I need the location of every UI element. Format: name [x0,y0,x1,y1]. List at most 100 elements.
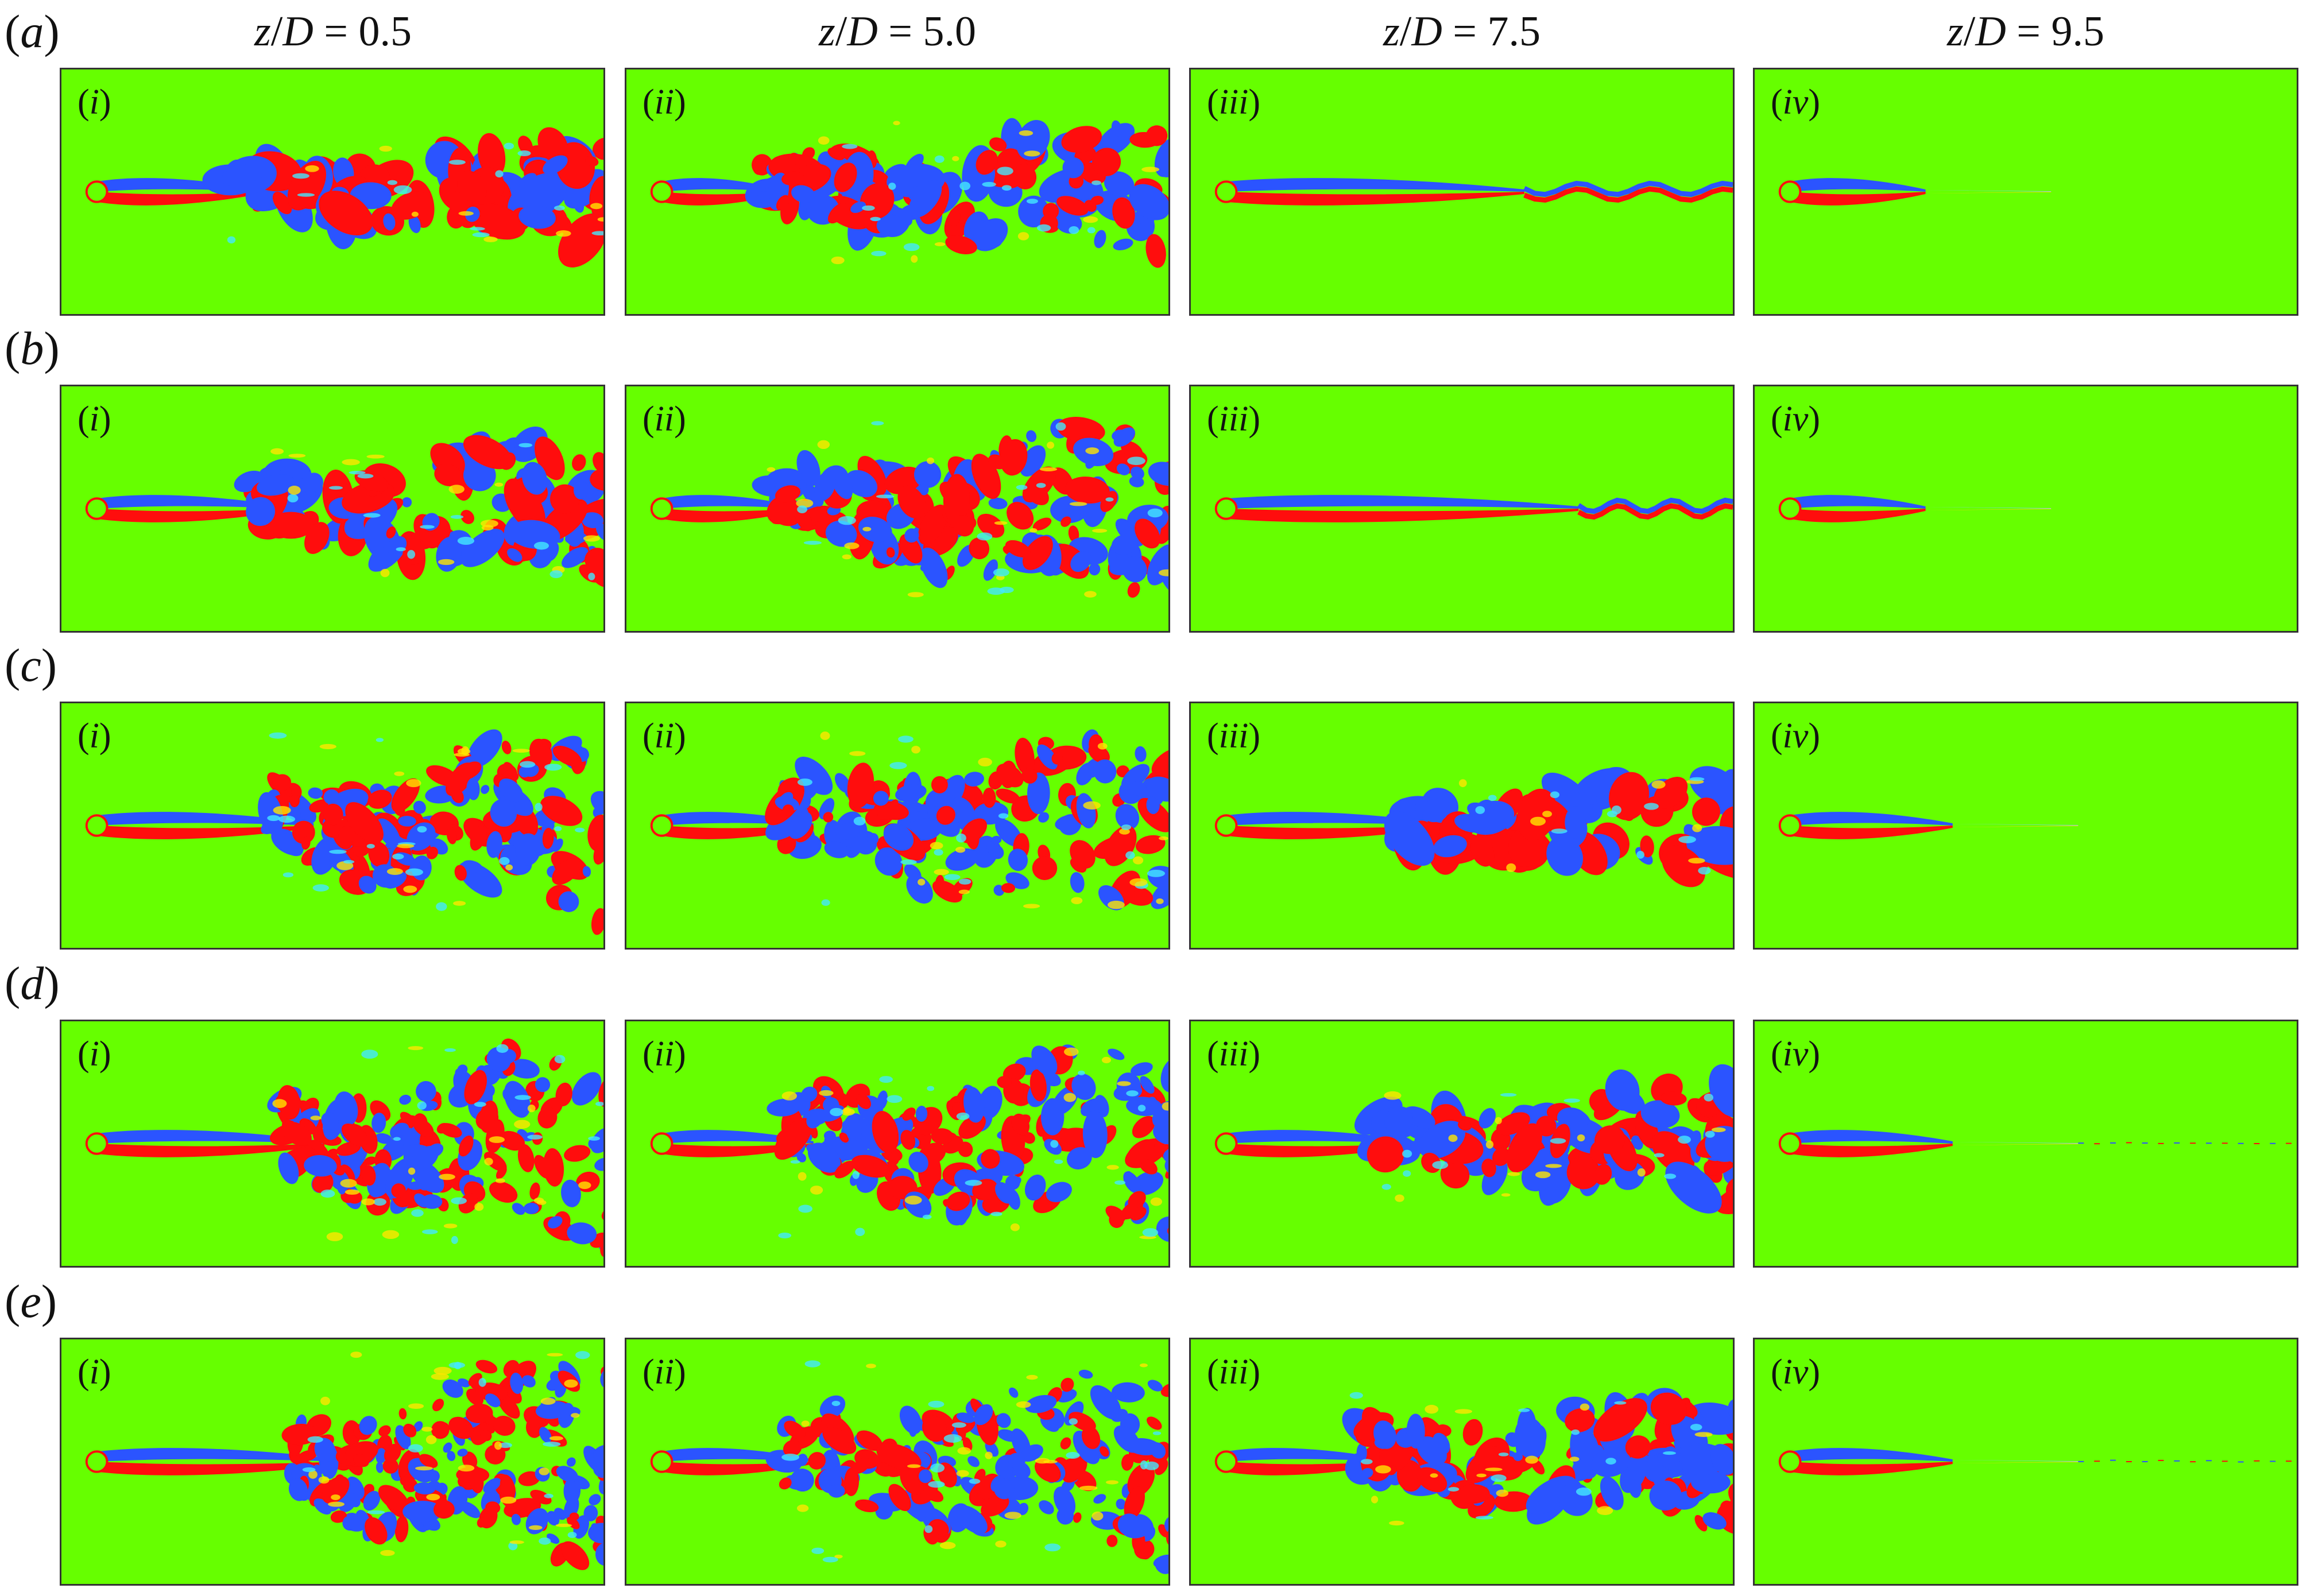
wake-fragment [2270,1142,2276,1144]
mixing-tint [1121,824,1132,830]
mixing-tint [951,1422,966,1428]
vortex-blob [419,1454,438,1468]
mixing-tint [498,1442,512,1448]
vortex-blob [500,1474,516,1501]
vortex-blob [363,1156,377,1165]
mixing-tint [1066,1452,1080,1459]
vortex-blob [1031,1045,1058,1076]
vortex-blob [510,1373,524,1394]
vortex-blob [1008,849,1028,871]
vortex-blob [590,467,603,491]
vortex-blob [807,1142,841,1173]
vortex-blob [394,1516,409,1543]
mixing-tint [495,170,504,178]
mixing-tint [597,217,603,222]
vortex-blob [1100,1446,1109,1457]
shear-layer-upper [1226,495,1579,509]
vortex-blob [908,1152,928,1173]
vortex-blob [552,745,582,767]
mixing-tint [879,1076,893,1083]
shear-layer-upper [1790,1130,1953,1144]
mixing-tint [406,778,421,788]
vortex-blob [1056,417,1105,443]
vortex-blob [767,1098,801,1117]
mixing-tint [952,156,959,161]
shear-layer-lower [1226,509,1579,522]
panel-label: (ii) [642,716,686,756]
mixing-tint [1475,806,1485,814]
mixing-tint [458,211,474,216]
vortex-blob [464,1070,487,1105]
mixing-tint [817,440,830,450]
shear-layer-lower [1790,1144,1953,1157]
panel-c-iv: (iv) [1753,702,2298,950]
vortex-blob [485,1444,506,1465]
vortex-blob [1093,759,1117,784]
vortex-blob [899,534,923,564]
mixing-tint [535,803,543,812]
vortex-blob [564,169,603,209]
mixing-tint [528,1525,543,1530]
vortex-blob [319,191,373,236]
vortex-blob [1163,1148,1168,1164]
shear-layer-upper [1226,178,1524,192]
vortex-blob [897,485,926,519]
mixing-tint [1694,1432,1713,1437]
vortex-blob [378,1425,391,1437]
mixing-tint [318,1476,330,1484]
vortex-blob [847,762,874,808]
mixing-tint [588,1136,601,1141]
vortex-blob [1566,1156,1600,1190]
mixing-tint [393,185,412,195]
mixing-tint [781,1454,800,1461]
mixing-tint [939,1541,956,1549]
mixing-tint [443,1223,458,1229]
mixing-tint [504,142,514,150]
shear-layer-lower [661,509,798,522]
mixing-tint [514,1119,531,1129]
vortex-blob [976,150,998,175]
column-header-2: z/D = 5.0 [818,8,977,55]
vortex-blob [988,454,1007,470]
mixing-tint [328,1501,345,1507]
vortex-blob [957,1505,988,1534]
mixing-tint [458,1465,475,1472]
vortex-blob [428,1470,440,1482]
vortex-blob [498,1394,520,1419]
mixing-tint [818,136,830,145]
vortex-blob [844,1467,860,1497]
mixing-tint [1047,441,1055,449]
vortex-blob [795,756,833,795]
mixing-tint [376,738,384,742]
vortex-blob [434,464,462,486]
mixing-tint [834,1555,843,1559]
mixing-tint [871,421,884,425]
vortex-blob [989,137,1007,152]
shear-layer-upper [661,1130,814,1144]
vortex-blob [973,218,1008,251]
mixing-tint [1105,497,1114,502]
mixing-tint [893,121,900,126]
vortex-blob [539,1427,552,1443]
mixing-tint [272,1099,287,1108]
panel-e-i: (i) [60,1338,605,1586]
vortex-blob [876,1443,922,1471]
vortex-blob [1396,1459,1423,1492]
vortex-blob [988,844,1004,859]
panel-label: (iii) [1207,1035,1260,1074]
vortex-blob [504,478,546,532]
mixing-tint [417,1101,427,1110]
mixing-tint [887,1095,903,1103]
mixing-tint [556,230,571,237]
mixing-tint [1091,1511,1104,1521]
vortex-blob [1146,796,1160,814]
mixing-tint [519,761,536,768]
mixing-tint [1055,422,1066,431]
vortex-blob [322,1476,350,1504]
shear-layer-lower [96,1144,325,1157]
vortex-blob [915,1506,926,1522]
vortex-blob [1021,768,1038,784]
mixing-tint [1569,1456,1580,1462]
vortex-blob [401,497,412,508]
vortex-blob [470,826,487,851]
